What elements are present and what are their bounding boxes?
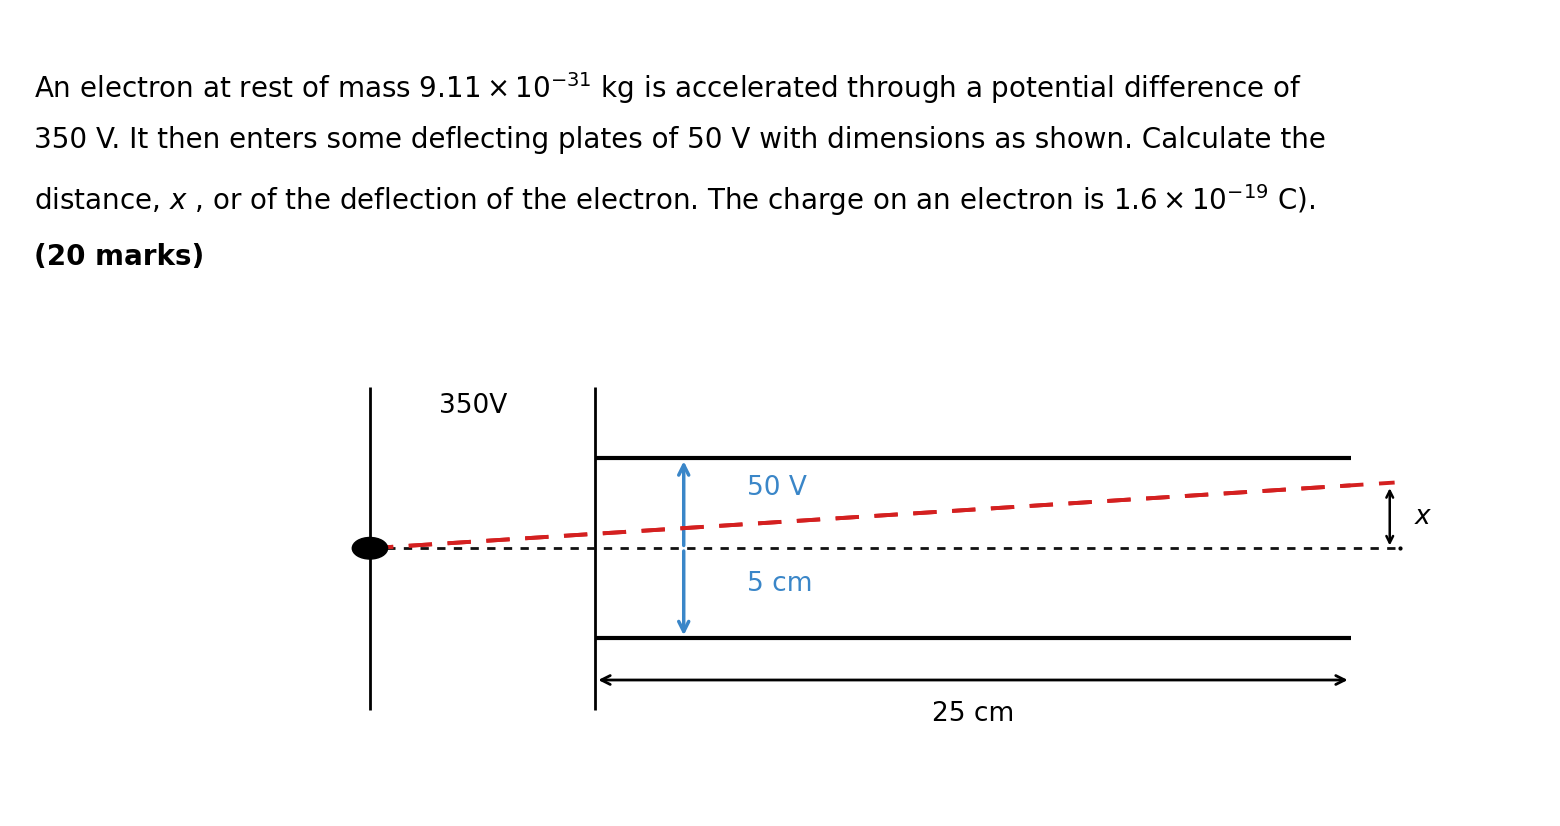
Text: x: x	[1415, 504, 1431, 529]
Text: 25 cm: 25 cm	[931, 701, 1014, 727]
Text: 50 V: 50 V	[747, 476, 808, 501]
Circle shape	[353, 538, 387, 559]
Text: An electron at rest of mass $9.11 \times 10^{-31}$ kg is accelerated through a p: An electron at rest of mass $9.11 \times…	[34, 70, 1303, 106]
Text: 5 cm: 5 cm	[747, 572, 813, 597]
Text: 350 V. It then enters some deflecting plates of 50 V with dimensions as shown. C: 350 V. It then enters some deflecting pl…	[34, 126, 1326, 154]
Text: (20 marks): (20 marks)	[34, 243, 204, 271]
Text: 350V: 350V	[438, 392, 507, 419]
Text: distance, $x$ , or of the deflection of the electron. The charge on an electron : distance, $x$ , or of the deflection of …	[34, 183, 1315, 218]
